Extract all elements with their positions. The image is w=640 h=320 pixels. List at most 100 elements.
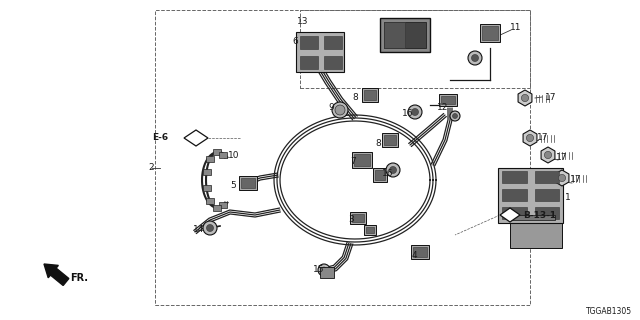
Text: 8: 8: [352, 92, 358, 101]
Bar: [535, 189, 559, 201]
Bar: [212, 205, 221, 211]
Circle shape: [450, 111, 460, 121]
Bar: [296, 32, 344, 72]
Bar: [362, 88, 378, 102]
Bar: [155, 10, 530, 305]
Text: 9: 9: [328, 102, 333, 111]
Polygon shape: [518, 90, 532, 106]
Text: 17: 17: [545, 92, 557, 101]
Bar: [300, 36, 317, 49]
Text: 4: 4: [412, 251, 418, 260]
Bar: [502, 189, 527, 201]
Bar: [202, 185, 211, 191]
Circle shape: [522, 94, 529, 101]
Text: 14: 14: [193, 226, 204, 235]
Bar: [502, 171, 527, 183]
Text: E-6: E-6: [152, 133, 168, 142]
Bar: [300, 56, 317, 68]
Bar: [380, 18, 430, 52]
Polygon shape: [500, 208, 520, 222]
Circle shape: [412, 108, 419, 116]
Text: FR.: FR.: [70, 273, 88, 283]
Bar: [239, 176, 257, 190]
Bar: [366, 227, 374, 233]
Bar: [202, 169, 211, 175]
Text: 15: 15: [313, 266, 324, 275]
Bar: [220, 152, 227, 158]
Bar: [482, 26, 498, 40]
Text: 10: 10: [228, 150, 239, 159]
Bar: [413, 247, 427, 257]
Circle shape: [332, 102, 348, 118]
Text: 3: 3: [348, 215, 354, 225]
Bar: [373, 168, 387, 182]
Text: TGGAB1305: TGGAB1305: [586, 308, 632, 316]
Circle shape: [207, 225, 214, 231]
Bar: [298, 48, 340, 72]
Polygon shape: [555, 170, 569, 186]
Polygon shape: [523, 130, 537, 146]
Circle shape: [203, 221, 217, 235]
Bar: [354, 154, 370, 166]
Bar: [384, 22, 405, 48]
Bar: [411, 245, 429, 259]
Text: 1: 1: [565, 194, 571, 203]
Bar: [510, 218, 562, 248]
Circle shape: [390, 166, 397, 173]
Bar: [510, 215, 555, 220]
Bar: [212, 149, 221, 155]
Text: 16: 16: [402, 108, 413, 117]
Text: 2: 2: [148, 164, 154, 172]
Bar: [241, 178, 255, 188]
Bar: [497, 167, 563, 222]
Circle shape: [472, 54, 479, 61]
Text: B-13-1: B-13-1: [523, 211, 556, 220]
Text: 5: 5: [230, 180, 236, 189]
Bar: [324, 36, 342, 49]
Circle shape: [545, 151, 552, 159]
Circle shape: [335, 105, 345, 115]
Circle shape: [336, 106, 344, 114]
Bar: [502, 207, 527, 220]
Text: 8: 8: [375, 139, 381, 148]
Text: 17: 17: [570, 175, 582, 185]
Bar: [384, 22, 426, 48]
Bar: [535, 171, 559, 183]
Text: 17: 17: [556, 153, 568, 162]
Bar: [352, 214, 364, 222]
Text: 12: 12: [437, 102, 449, 111]
Text: 11: 11: [510, 22, 522, 31]
Text: 7: 7: [350, 157, 356, 166]
Bar: [352, 152, 372, 168]
Bar: [384, 135, 396, 145]
Circle shape: [318, 264, 330, 276]
Bar: [480, 24, 500, 42]
Text: 17: 17: [537, 133, 548, 142]
Polygon shape: [184, 130, 208, 146]
Bar: [206, 156, 214, 162]
Bar: [300, 10, 530, 88]
Circle shape: [321, 267, 327, 273]
Circle shape: [468, 51, 482, 65]
Text: 16: 16: [382, 169, 394, 178]
Bar: [350, 212, 366, 224]
Circle shape: [558, 174, 566, 181]
Bar: [535, 207, 559, 220]
Bar: [382, 133, 398, 147]
Bar: [320, 267, 334, 278]
Bar: [220, 202, 227, 208]
Circle shape: [452, 114, 458, 118]
Bar: [441, 96, 455, 104]
Bar: [364, 225, 376, 235]
Bar: [324, 56, 342, 68]
Polygon shape: [541, 147, 555, 163]
Circle shape: [408, 105, 422, 119]
Bar: [439, 94, 457, 106]
Bar: [206, 198, 214, 204]
Circle shape: [386, 163, 400, 177]
FancyArrow shape: [44, 264, 69, 285]
Circle shape: [526, 134, 534, 141]
Bar: [364, 90, 376, 100]
Text: 6: 6: [292, 37, 298, 46]
Text: 13: 13: [297, 18, 308, 27]
